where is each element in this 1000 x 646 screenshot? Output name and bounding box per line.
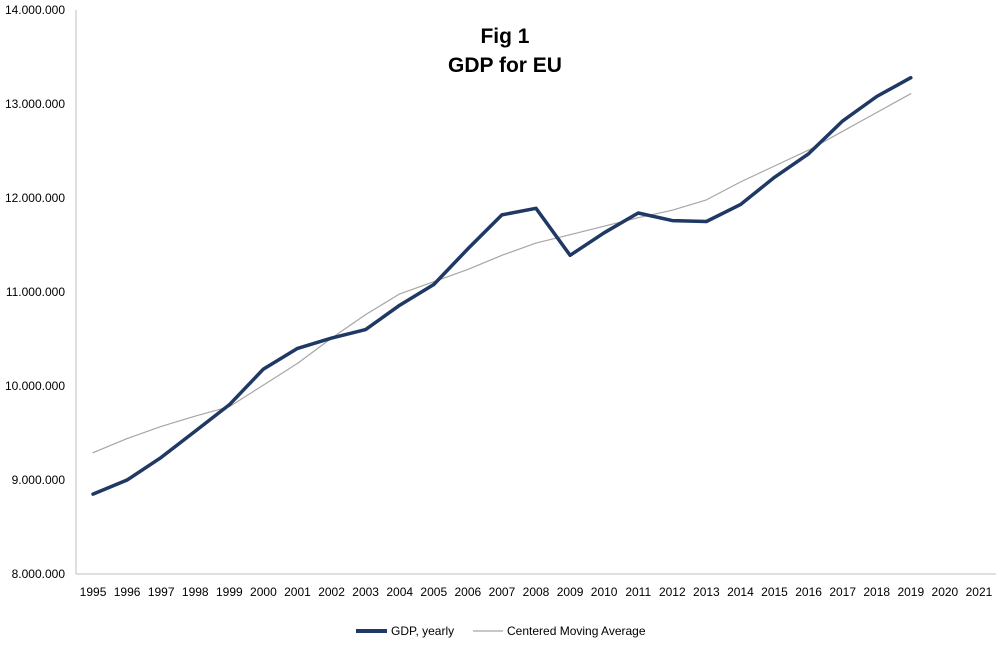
x-tick-label: 2003 — [352, 585, 379, 599]
y-tick-label: 9.000.000 — [12, 473, 66, 487]
x-tick-label: 2017 — [829, 585, 856, 599]
x-tick-label: 2007 — [489, 585, 516, 599]
x-tick-label: 2013 — [693, 585, 720, 599]
x-tick-label: 2008 — [523, 585, 550, 599]
x-tick-label: 2012 — [659, 585, 686, 599]
chart-subtitle: GDP for EU — [448, 54, 562, 77]
x-tick-label: 2018 — [863, 585, 890, 599]
x-tick-label: 1998 — [182, 585, 209, 599]
y-tick-label: 12.000.000 — [5, 191, 65, 205]
x-tick-label: 2020 — [932, 585, 959, 599]
y-tick-label: 10.000.000 — [5, 379, 65, 393]
plot-series — [91, 75, 913, 496]
y-tick-label: 8.000.000 — [12, 567, 66, 581]
series-line-centered-moving-average — [92, 93, 912, 454]
y-tick-label: 11.000.000 — [6, 285, 65, 299]
x-tick-label: 2001 — [284, 585, 311, 599]
x-tick-label: 2019 — [897, 585, 924, 599]
y-tick-label: 13.000.000 — [5, 97, 65, 111]
x-tick-label: 1997 — [148, 585, 175, 599]
x-tick-label: 2005 — [420, 585, 447, 599]
x-tick-label: 2006 — [455, 585, 482, 599]
y-tick-label: 14.000.000 — [5, 3, 65, 17]
x-tick-label: 2002 — [318, 585, 345, 599]
x-tick-label: 2010 — [591, 585, 618, 599]
x-tick-label: 2016 — [795, 585, 822, 599]
x-tick-label: 1999 — [216, 585, 243, 599]
y-axis: 8.000.000 9.000.000 10.000.000 11.000.000 12… — [5, 3, 77, 581]
legend: GDP, yearly Centered Moving Average — [356, 624, 646, 638]
series-line-gdp-yearly — [91, 75, 913, 496]
legend-label-gdp-yearly: GDP, yearly — [391, 624, 454, 638]
legend-label-centered-moving-average: Centered Moving Average — [507, 624, 646, 638]
x-tick-label: 2014 — [727, 585, 754, 599]
x-tick-label: 2000 — [250, 585, 277, 599]
x-tick-label: 1995 — [80, 585, 107, 599]
x-tick-label: 1996 — [114, 585, 141, 599]
x-tick-label: 2021 — [966, 585, 993, 599]
chart-title: Fig 1 — [480, 25, 529, 48]
x-tick-label: 2004 — [386, 585, 413, 599]
x-axis: 1995 1996 1997 1998 1999 2000 2001 2002 2003 2004… — [76, 573, 996, 599]
x-tick-label: 2015 — [761, 585, 788, 599]
x-tick-label: 2009 — [557, 585, 584, 599]
x-tick-label: 2011 — [625, 585, 651, 599]
